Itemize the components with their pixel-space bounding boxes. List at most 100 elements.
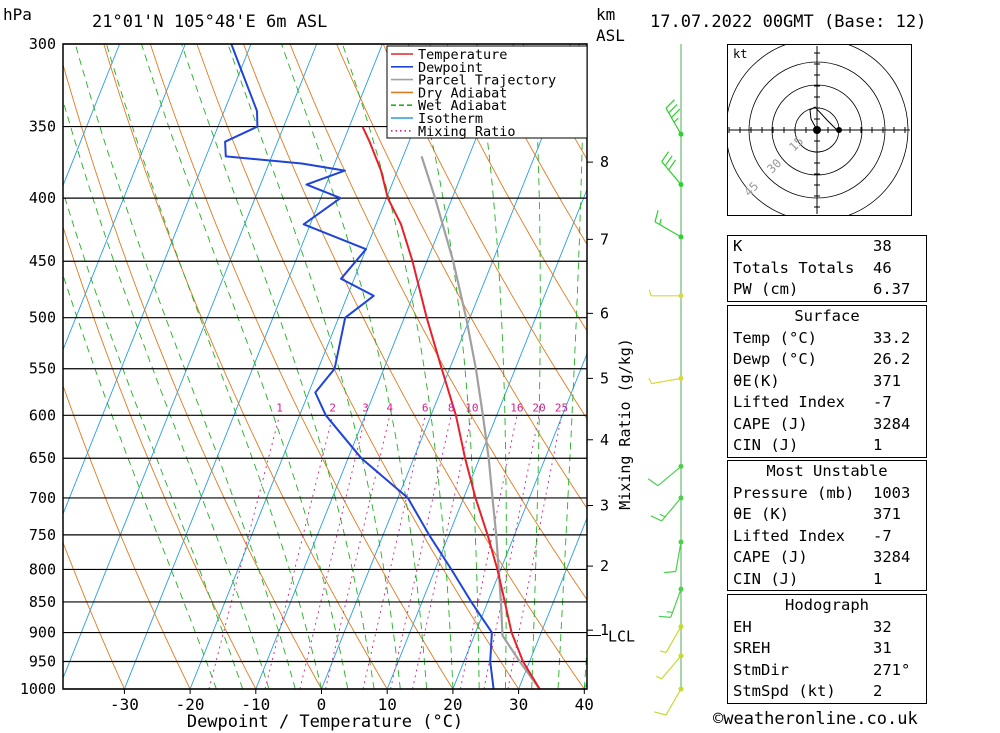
most-unstable-label: Lifted Index: [733, 526, 845, 545]
isotherm-line: [452, 352, 587, 689]
dewpoint-profile-line: [224, 44, 495, 689]
most-unstable-value: 1: [873, 569, 883, 588]
indices-table: K 38 Totals Totals 46 PW (cm) 6.37: [727, 235, 927, 302]
mixing-ratio-label: 25: [555, 401, 568, 414]
pressure-tick-label: 850: [29, 593, 56, 611]
hodograph-row: StmSpd (kt) 2: [728, 681, 926, 703]
surface-row: CAPE (J) 3284: [728, 414, 926, 436]
wind-barb-flag: [656, 675, 662, 680]
hodograph-value: 32: [873, 617, 892, 636]
wind-barb-dot: [678, 686, 684, 692]
wind-barb-shaft: [657, 465, 682, 487]
mixing-ratio-line: [507, 415, 562, 689]
isotherm-line: [518, 516, 587, 689]
hodograph-row: StmDir 271°: [728, 660, 926, 682]
asl-label: ASL: [596, 26, 625, 45]
most-unstable-label: CIN (J): [733, 569, 799, 588]
most-unstable-label: θE (K): [733, 505, 789, 523]
index-value: 6.37: [873, 280, 911, 298]
isotherm-line: [63, 44, 121, 187]
pressure-tick-label: 550: [29, 360, 56, 378]
index-row: Totals Totals 46: [728, 258, 926, 280]
hodograph-plot: kt 15 30 45: [727, 44, 912, 216]
hodograph-label: EH: [733, 617, 752, 636]
temperature-profile-line: [361, 126, 541, 689]
hodograph-row: EH 32: [728, 617, 926, 639]
surface-label: θE(K): [733, 371, 780, 390]
wind-barb-shaft: [675, 541, 682, 572]
wind-barb-flag: [668, 159, 676, 171]
km-tick-label: 4: [600, 431, 609, 449]
pressure-tick-label: 750: [29, 526, 56, 544]
surface-label: Temp (°C): [733, 328, 817, 347]
wind-barb-shaft: [661, 497, 682, 522]
surface-value: 26.2: [873, 350, 911, 368]
most-unstable-value: 3284: [873, 548, 911, 566]
hodograph-row: SREH 31: [728, 638, 926, 660]
isotherm-line: [63, 44, 252, 516]
wind-barb-flag: [668, 103, 678, 114]
index-row: PW (cm) 6.37: [728, 279, 926, 301]
plot-frame: [62, 43, 588, 690]
hodograph-label: StmSpd (kt): [733, 682, 836, 700]
wet-adiabat-line: [557, 44, 585, 689]
wind-barb-dot: [678, 182, 684, 188]
mixing-ratio-label: 4: [387, 401, 394, 414]
index-row: K 38: [728, 236, 926, 258]
pressure-tick-label: 1000: [20, 680, 56, 698]
legend-box: [386, 45, 588, 139]
mixing-ratio-line: [325, 415, 391, 689]
surface-label: CIN (J): [733, 436, 799, 454]
x-tick-label: 40: [575, 695, 594, 714]
wind-barb-flag: [664, 155, 673, 167]
legend-label: Temperature: [418, 47, 507, 63]
mixing-ratio-label: 8: [448, 401, 455, 414]
surface-value: 371: [873, 371, 901, 390]
dry-adiabat-line: [196, 44, 519, 689]
surface-label: Dewp (°C): [733, 350, 817, 368]
hodograph-value: 31: [873, 639, 892, 657]
most-unstable-row: CIN (J) 1: [728, 569, 926, 591]
pressure-tick-label: 350: [29, 118, 56, 136]
isotherm-line: [63, 44, 186, 351]
surface-row: CIN (J) 1: [728, 435, 926, 457]
surface-value: 1: [873, 436, 883, 454]
wind-barb-flag: [647, 478, 659, 487]
x-tick-label: 30: [509, 695, 528, 714]
pressure-tick-label: 700: [29, 489, 56, 507]
surface-value: -7: [873, 393, 892, 411]
isotherm-line: [321, 44, 580, 689]
credit-text: ©weatheronline.co.uk: [713, 709, 918, 729]
mixing-ratio-label: 6: [422, 401, 429, 414]
most-unstable-row: Lifted Index -7: [728, 526, 926, 548]
wind-barb-flag: [659, 218, 662, 225]
hodograph-label: SREH: [733, 639, 771, 657]
legend-label: Dewpoint: [418, 60, 483, 76]
wind-barb-dot: [678, 131, 684, 137]
wind-barb-shaft: [670, 588, 682, 618]
km-tick-label: 6: [600, 304, 609, 322]
wind-barb-dot: [678, 375, 684, 381]
x-tick-label: -20: [176, 695, 205, 714]
surface-value: 3284: [873, 414, 911, 433]
dry-adiabat-line: [382, 44, 587, 420]
km-label: km: [596, 5, 616, 24]
x-tick-label: 0: [317, 695, 327, 714]
hodograph-value: 2: [873, 682, 883, 700]
km-tick-label: 5: [600, 369, 609, 387]
mixing-ratio-line: [483, 415, 540, 689]
index-label: PW (cm): [733, 280, 799, 298]
wind-barb-flag: [665, 99, 675, 109]
dry-adiabat-line: [475, 44, 587, 246]
dry-adiabat-line: [63, 541, 125, 689]
wind-barb-flag: [658, 615, 671, 618]
x-tick-label: -30: [110, 695, 139, 714]
most-unstable-row: θE (K) 371: [728, 504, 926, 526]
legend-label: Parcel Trajectory: [418, 73, 556, 89]
wet-adiabat-line: [141, 44, 349, 689]
surface-label: Lifted Index: [733, 393, 845, 411]
legend-label: Dry Adiabat: [418, 85, 507, 101]
hodograph-table-title: Hodograph: [785, 596, 869, 614]
wet-adiabat-line: [105, 44, 322, 689]
km-tick-label: 7: [600, 230, 609, 248]
